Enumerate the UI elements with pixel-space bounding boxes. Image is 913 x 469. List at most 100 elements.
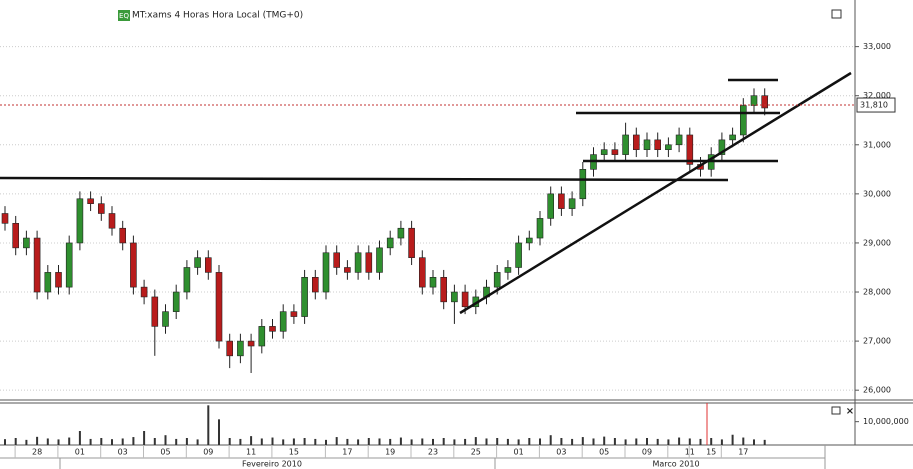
candle-body (237, 340, 244, 357)
candle-body (611, 149, 619, 155)
volume-bar (539, 438, 541, 445)
icon[interactable] (118, 10, 130, 21)
y-tick-label: 28,000 (863, 288, 891, 297)
price-box (856, 97, 896, 113)
volume-bar (731, 434, 734, 445)
candles (1, 88, 769, 374)
month-label: Marco 2010 (652, 460, 699, 469)
candle-body (729, 134, 736, 141)
volume-bar (624, 439, 627, 445)
volume-bar (78, 431, 81, 445)
volume-bar (560, 438, 563, 445)
volume-bar (603, 436, 606, 445)
candle-body (23, 237, 30, 249)
volume-bar (14, 438, 17, 445)
candle-body (119, 227, 126, 244)
volume-bar (613, 438, 616, 445)
volume-bar (175, 438, 178, 445)
volume-bar (389, 438, 392, 445)
volume-bar (592, 438, 595, 445)
volume-bar (282, 439, 285, 445)
volume-bar (753, 439, 755, 445)
volume-bar (346, 438, 349, 445)
close-button[interactable]: × (846, 406, 854, 417)
candle-body (215, 272, 223, 342)
volume-bar (367, 438, 370, 445)
volume-bar (485, 438, 488, 445)
window-button[interactable] (831, 9, 842, 19)
candle-body (536, 218, 544, 239)
volume-bar (635, 438, 638, 445)
candle-body (279, 311, 287, 332)
candle-body (451, 291, 458, 303)
trend-line (459, 71, 852, 315)
volume-bar (763, 439, 766, 445)
volume-bar (303, 438, 306, 445)
candle-body (65, 242, 73, 288)
candle-body (493, 272, 501, 288)
candle-body (515, 242, 522, 268)
trend-line (0, 176, 729, 182)
volume-bar (421, 438, 424, 445)
candle-body (76, 198, 84, 244)
window-button[interactable] (831, 406, 841, 415)
volume-bar (196, 439, 199, 445)
candle-body (568, 198, 576, 209)
volume-bar (453, 439, 456, 445)
volume-bar (314, 438, 317, 445)
candle-body (665, 144, 672, 150)
candle-body (386, 237, 394, 249)
icon-label: EQ (119, 12, 129, 20)
volume-bar (100, 438, 103, 445)
volume-bar (185, 438, 188, 445)
candle-body (226, 340, 233, 357)
candle-body (718, 139, 726, 155)
volume-bar (250, 436, 253, 445)
x-tick-label: 03 (118, 448, 128, 457)
candle-body (675, 134, 683, 146)
volume-bar (36, 436, 39, 445)
candle-body (429, 277, 437, 288)
volume-bar (581, 437, 584, 445)
x-tick-label: 05 (599, 448, 609, 457)
chart-title[interactable]: MT:xams 4 Horas Hora Local (TMG+0) (132, 11, 303, 21)
x-tick-label: 28 (32, 448, 42, 457)
candle-body (87, 198, 94, 204)
candle-body (643, 139, 651, 150)
volume-bar (153, 438, 156, 445)
x-tick-label: 01 (514, 448, 524, 457)
candle-body (130, 242, 137, 288)
volume-bar (292, 438, 295, 445)
candle-body (525, 237, 533, 244)
volume-bar (239, 438, 242, 445)
candle-body (140, 286, 148, 298)
x-tick-label: 09 (203, 448, 213, 457)
y-tick-label: 33,000 (863, 42, 891, 51)
candle-body (108, 213, 116, 229)
volume-bar (742, 437, 745, 445)
volume-bar (132, 437, 135, 445)
volume-bar (720, 439, 723, 445)
candle-body (98, 203, 105, 214)
candle-body (151, 296, 159, 327)
y-tick-label: 27,000 (863, 337, 891, 346)
candle-body (600, 149, 608, 155)
candle-body (376, 247, 383, 273)
candle-body (440, 277, 448, 303)
candle-body (632, 134, 640, 150)
volume-bar (464, 438, 467, 445)
volume-bar (228, 438, 231, 445)
candle-body (418, 257, 426, 288)
candle-body (558, 193, 565, 209)
volume-bar (207, 405, 210, 445)
candle-body (504, 267, 512, 273)
candle-body (172, 291, 180, 312)
volume-bar (271, 437, 274, 445)
volume-bar (410, 439, 413, 445)
volume-bar (688, 438, 691, 445)
volume-bar (143, 431, 146, 445)
y-tick-label: 31,000 (863, 140, 891, 149)
volume-bar (68, 437, 71, 445)
candle-body (654, 139, 662, 150)
candle-body (311, 277, 319, 293)
